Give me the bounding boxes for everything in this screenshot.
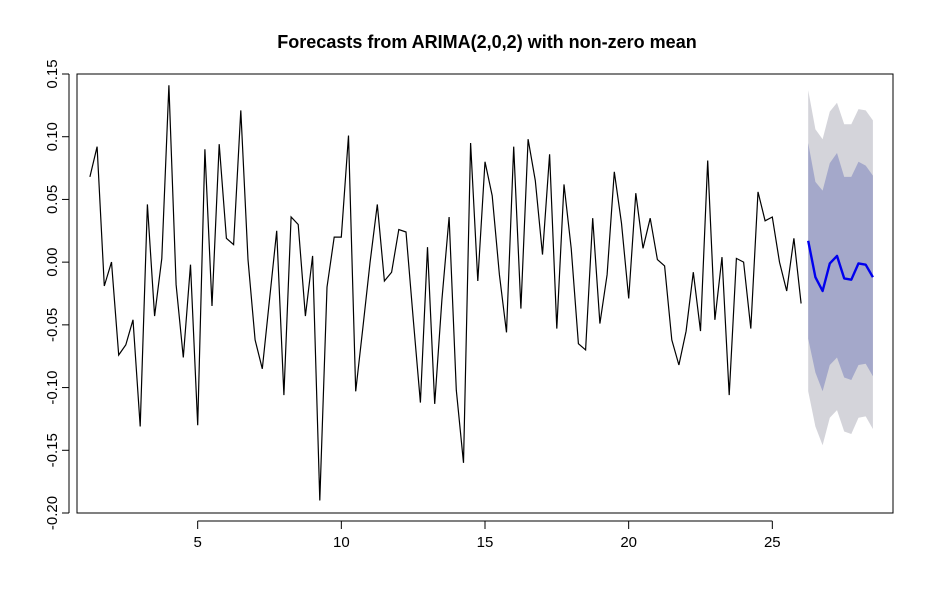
chart-title: Forecasts from ARIMA(2,0,2) with non-zer… (277, 32, 696, 52)
y-tick-label: 0.00 (44, 248, 61, 277)
y-tick-label: 0.10 (44, 122, 61, 151)
x-tick-label: 20 (620, 534, 637, 551)
y-tick-label: 0.05 (44, 185, 61, 214)
y-tick-label: -0.15 (44, 433, 61, 467)
series-lines (89, 85, 874, 501)
x-tick-label: 10 (333, 534, 350, 551)
x-tick-label: 15 (477, 534, 494, 551)
y-tick-label: -0.05 (44, 308, 61, 342)
y-tick-label: -0.20 (44, 496, 61, 530)
y-tick-label: 0.15 (44, 59, 61, 88)
observed-series-line (89, 85, 802, 501)
x-tick-label: 5 (194, 534, 202, 551)
x-tick-label: 25 (764, 534, 781, 551)
forecast-series-line (807, 240, 874, 293)
y-tick-label: -0.10 (44, 370, 61, 404)
axes: 5 10 15 20 25 -0.20 -0.15 -0.10 -0.05 0.00 0.05 0.1… (44, 59, 894, 551)
plot-frame (76, 73, 894, 514)
